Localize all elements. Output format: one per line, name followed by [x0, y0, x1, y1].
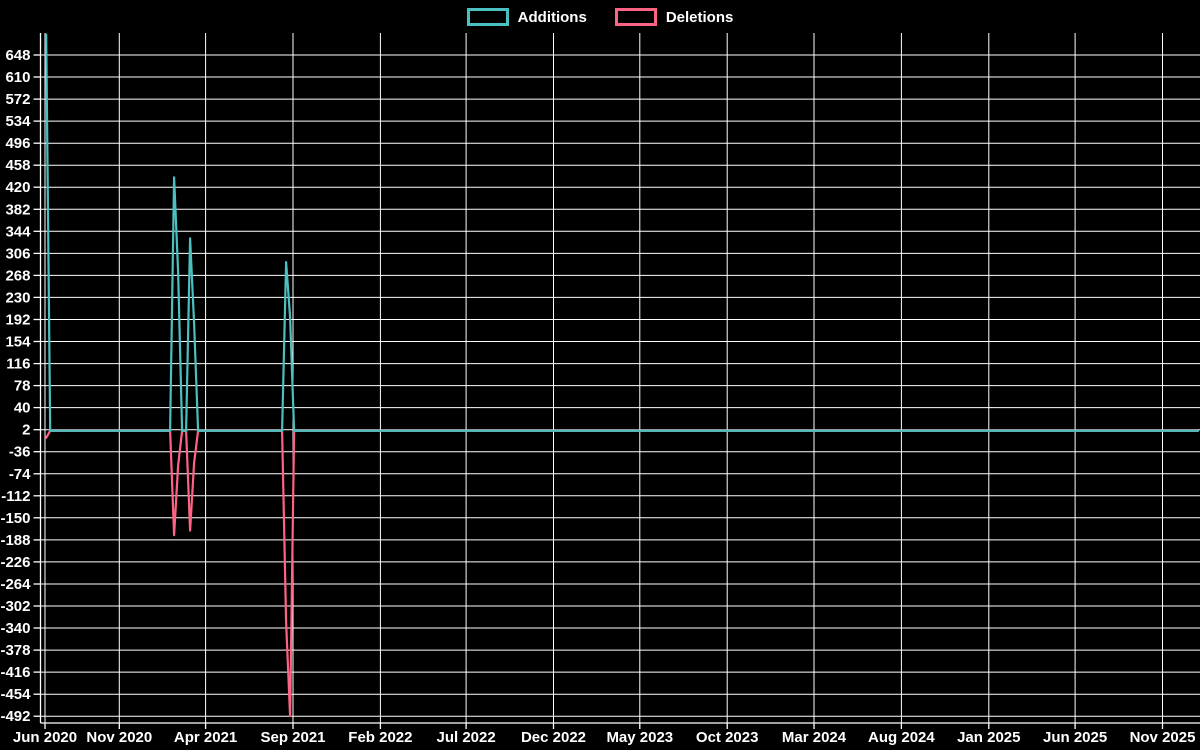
x-tick-label: Jun 2025 — [1043, 729, 1107, 746]
y-tick-label: 648 — [5, 47, 30, 64]
y-tick-label: 382 — [5, 201, 30, 218]
x-tick-label: Oct 2023 — [696, 729, 759, 746]
x-tick-label: May 2023 — [606, 729, 673, 746]
additions-legend-label: Additions — [517, 8, 587, 26]
x-tick-label: Mar 2024 — [782, 729, 847, 746]
y-tick-label: 154 — [5, 334, 31, 351]
y-tick-label: -150 — [0, 510, 30, 527]
deletions-legend-label: Deletions — [665, 8, 734, 26]
additions-line — [45, 33, 1200, 432]
y-tick-label: 306 — [5, 245, 30, 262]
legend-item-deletions[interactable]: Deletions — [614, 8, 734, 26]
y-tick-label: 40 — [14, 400, 31, 417]
y-tick-label: 2 — [22, 422, 30, 439]
x-tick-label: Jun 2020 — [13, 729, 77, 746]
x-tick-label: Aug 2024 — [868, 729, 935, 746]
x-tick-label: Dec 2022 — [521, 729, 586, 746]
y-tick-label: 116 — [6, 356, 30, 373]
legend-item-additions[interactable]: Additions — [466, 8, 587, 26]
y-tick-label: -340 — [0, 620, 30, 637]
x-tick-label: Jul 2022 — [436, 729, 495, 746]
y-tick-label: -74 — [9, 466, 31, 483]
x-tick-label: Feb 2022 — [348, 729, 412, 746]
y-tick-label: 458 — [5, 157, 30, 174]
y-tick-label: 572 — [5, 91, 30, 108]
y-tick-label: -454 — [0, 686, 31, 703]
y-tick-label: -492 — [0, 708, 30, 725]
y-tick-label: -188 — [0, 532, 30, 549]
y-tick-label: 344 — [5, 223, 31, 240]
y-gridlines-and-labels: 648 610 572 534 496 458 420 382 344 306 268 230 192 1… — [0, 47, 1200, 725]
y-tick-label: -302 — [0, 598, 30, 615]
x-tick-label: Jan 2025 — [957, 729, 1020, 746]
additions-legend-swatch — [466, 8, 509, 26]
y-tick-label: 230 — [5, 289, 30, 306]
y-tick-label: 534 — [5, 113, 31, 130]
y-tick-label: -112 — [1, 488, 30, 505]
y-tick-label: 610 — [5, 69, 30, 86]
y-tick-label: -416 — [0, 664, 30, 681]
x-tick-label: Sep 2021 — [260, 729, 325, 746]
chart-legend: Additions Deletions — [0, 8, 1200, 26]
y-tick-label: -378 — [0, 642, 30, 659]
deletions-legend-swatch — [614, 8, 657, 26]
x-tick-label: Nov 2020 — [86, 729, 152, 746]
y-tick-label: 78 — [14, 378, 31, 395]
y-tick-label: -36 — [9, 444, 31, 461]
y-tick-label: -226 — [0, 554, 30, 571]
y-tick-label: 496 — [5, 135, 30, 152]
x-gridlines-and-labels: Jun 2020 Nov 2020 Apr 2021 Sep 2021 Feb 2022… — [13, 33, 1196, 746]
y-tick-label: 268 — [5, 267, 30, 284]
y-tick-label: -264 — [0, 576, 31, 593]
x-tick-label: Apr 2021 — [174, 729, 237, 746]
y-tick-label: 192 — [5, 312, 30, 329]
y-tick-label: 420 — [5, 179, 30, 196]
x-tick-label: Nov 2025 — [1130, 729, 1196, 746]
